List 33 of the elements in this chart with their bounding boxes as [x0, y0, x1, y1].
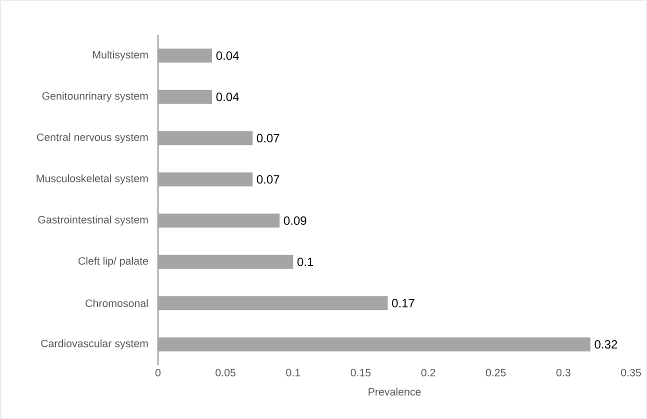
bar: [158, 337, 590, 352]
y-tick-label: Genitounrinary system: [42, 92, 148, 102]
x-tick-label: 0: [155, 368, 161, 376]
x-tick-label: 0.25: [486, 368, 506, 376]
bar: [158, 90, 212, 104]
x-tick-label: 0.05: [216, 368, 236, 376]
data-label: 0.07: [256, 175, 280, 184]
data-label: 0.04: [216, 92, 239, 102]
y-tick-label: Central nervous system: [36, 133, 148, 144]
x-tick-label: 0.2: [421, 368, 436, 376]
data-label: 0.07: [256, 134, 280, 142]
y-tick-label: Cardiovascular system: [41, 339, 148, 350]
bar: [158, 254, 294, 269]
x-tick-label: 0.35: [621, 368, 641, 376]
x-tick-label: 0.3: [556, 368, 570, 376]
y-tick-label: Multisystem: [93, 50, 148, 61]
bar: [158, 131, 253, 146]
y-tick-label: Chromosonal: [86, 299, 148, 308]
x-tick-label: 0.1: [286, 368, 300, 376]
data-label: 0.32: [594, 340, 618, 349]
y-tick-label: Musculoskeletal system: [36, 174, 148, 184]
x-axis-title: Prevalence: [368, 388, 421, 396]
bar: [158, 214, 280, 228]
x-tick-label: 0.15: [350, 368, 371, 376]
bar: [158, 48, 212, 63]
data-label: 0.17: [392, 298, 414, 308]
y-tick-label: Gastrointestinal system: [38, 216, 148, 226]
data-label: 0.04: [216, 51, 239, 60]
data-label: 0.09: [284, 216, 306, 225]
data-label: 0.1: [297, 258, 314, 266]
bar: [158, 172, 253, 186]
bar: [158, 296, 388, 310]
y-tick-label: Cleft lip/ palate: [78, 256, 148, 267]
